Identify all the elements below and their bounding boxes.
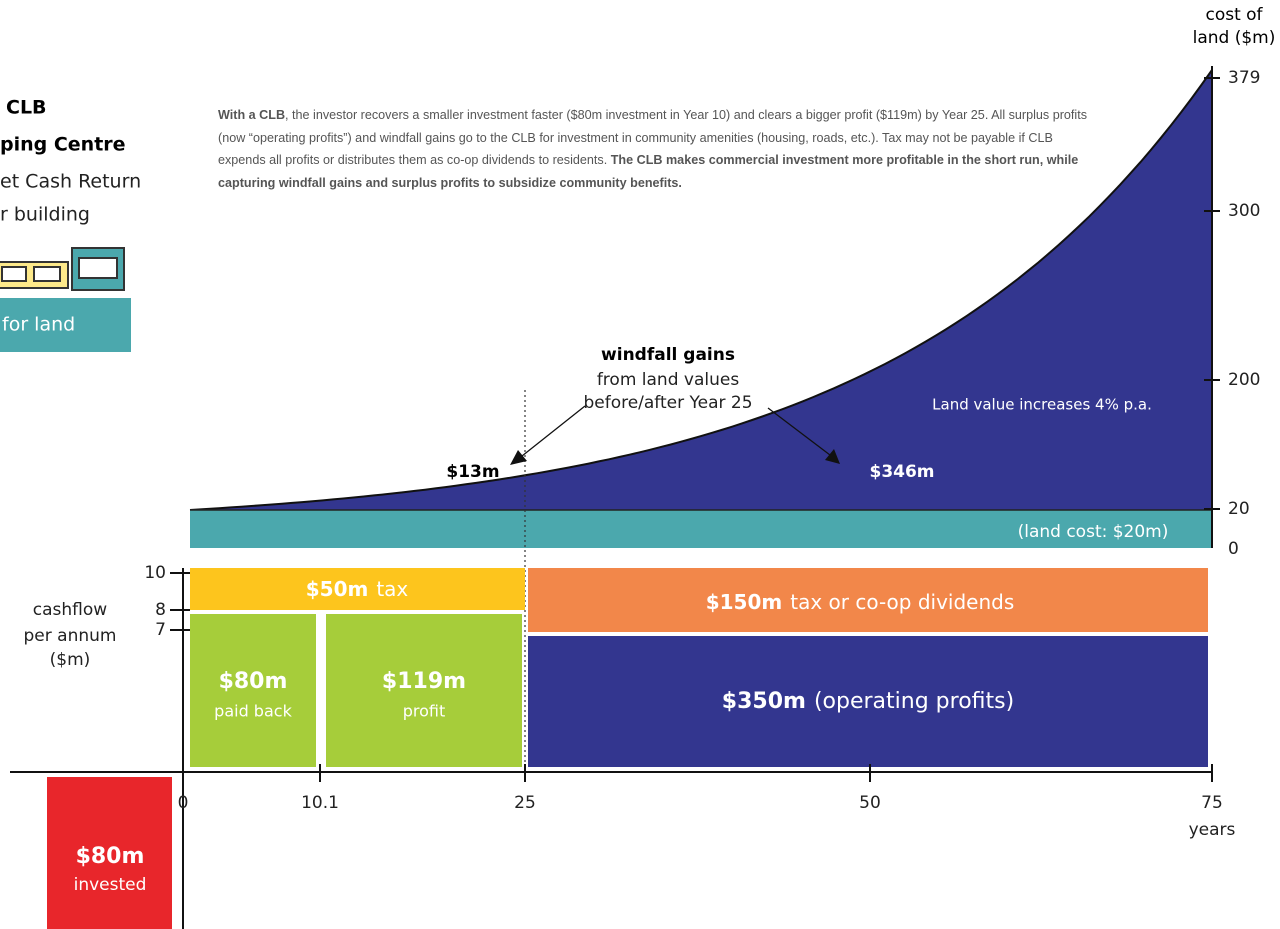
land-axis-title: land ($m) (1193, 28, 1276, 48)
description-body: , the investor recovers a smaller invest… (218, 108, 1088, 167)
block-label: $50m tax (306, 577, 409, 601)
cashflow-axis-title: cashflow (33, 600, 108, 620)
land-value-area (190, 70, 1212, 510)
description-conclusion: The CLB makes commercial investment more… (218, 153, 1079, 190)
block-text: (operating profits) (814, 689, 1014, 714)
operating-block (528, 636, 1208, 767)
sidebar-subtitle: r building (0, 204, 90, 226)
year-tick-label: 10.1 (301, 793, 339, 813)
land-tick-label: 300 (1228, 201, 1260, 221)
block-text: tax or co-op dividends (790, 590, 1014, 614)
block-text: tax (376, 577, 408, 601)
block-amount: $50m (306, 577, 369, 601)
arrow (767, 407, 831, 456)
investment-block (47, 777, 172, 929)
dividends-block (528, 568, 1208, 632)
cashflow-tick-label: 10 (144, 563, 166, 583)
year-tick-label: 75 (1201, 793, 1223, 813)
sidebar-title: CLB (6, 97, 47, 119)
building-icon (78, 257, 118, 279)
block-amount: $119m (382, 669, 466, 694)
block-amount: $350m (722, 689, 806, 714)
land-axis-title: cost of (1205, 5, 1263, 25)
windfall-text: from land values (597, 370, 740, 390)
land-tick-label: 20 (1228, 499, 1250, 519)
block-label: $150m tax or co-op dividends (706, 590, 1015, 614)
growth-note: Land value increases 4% p.a. (932, 396, 1152, 414)
arrow-head (825, 449, 840, 464)
windfall-after: $346m (869, 462, 934, 482)
arrow-head (510, 450, 527, 465)
cashflow-tick-label: 7 (155, 620, 166, 640)
year-tick-label: 25 (514, 793, 536, 813)
windfall-before: $13m (446, 462, 499, 482)
block-amount: $150m (706, 590, 783, 614)
windfall-title: windfall gains (601, 345, 735, 365)
land-cost-band (190, 510, 1212, 548)
description: With a CLB, the investor recovers a smal… (218, 104, 1098, 194)
years-axis-title: years (1189, 820, 1236, 840)
sidebar-title: ping Centre (0, 134, 126, 156)
land-tick-label: 379 (1228, 68, 1260, 88)
land-box (0, 298, 131, 352)
description-lead: With a CLB (218, 108, 286, 122)
land-tick-label: 200 (1228, 370, 1260, 390)
land-tick-label: 0 (1228, 539, 1239, 559)
tax-block (190, 568, 525, 610)
block-amount: $80m (219, 669, 288, 694)
cashflow-axis-title: per annum (24, 626, 117, 646)
profit-block (326, 614, 522, 767)
sidebar-subtitle: et Cash Return (0, 171, 141, 193)
cashflow-axis-title: ($m) (50, 650, 91, 670)
block-text: profit (403, 702, 446, 721)
building-icon (1, 266, 27, 282)
land-cost-note: (land cost: $20m) (1018, 522, 1169, 542)
block-text: paid back (214, 702, 292, 721)
year-tick-label: 50 (859, 793, 881, 813)
land-value-curve (189, 69, 1213, 511)
arrow (521, 405, 586, 457)
year-tick-label: 0 (178, 793, 189, 813)
building-icon (33, 266, 61, 282)
cashflow-tick-label: 8 (155, 600, 166, 620)
block-text: invested (74, 875, 147, 895)
block-label: $350m (operating profits) (722, 689, 1014, 714)
payback-block (190, 614, 316, 767)
windfall-text: before/after Year 25 (583, 393, 752, 413)
land-box-label: for land (2, 314, 75, 336)
block-amount: $80m (76, 844, 145, 869)
